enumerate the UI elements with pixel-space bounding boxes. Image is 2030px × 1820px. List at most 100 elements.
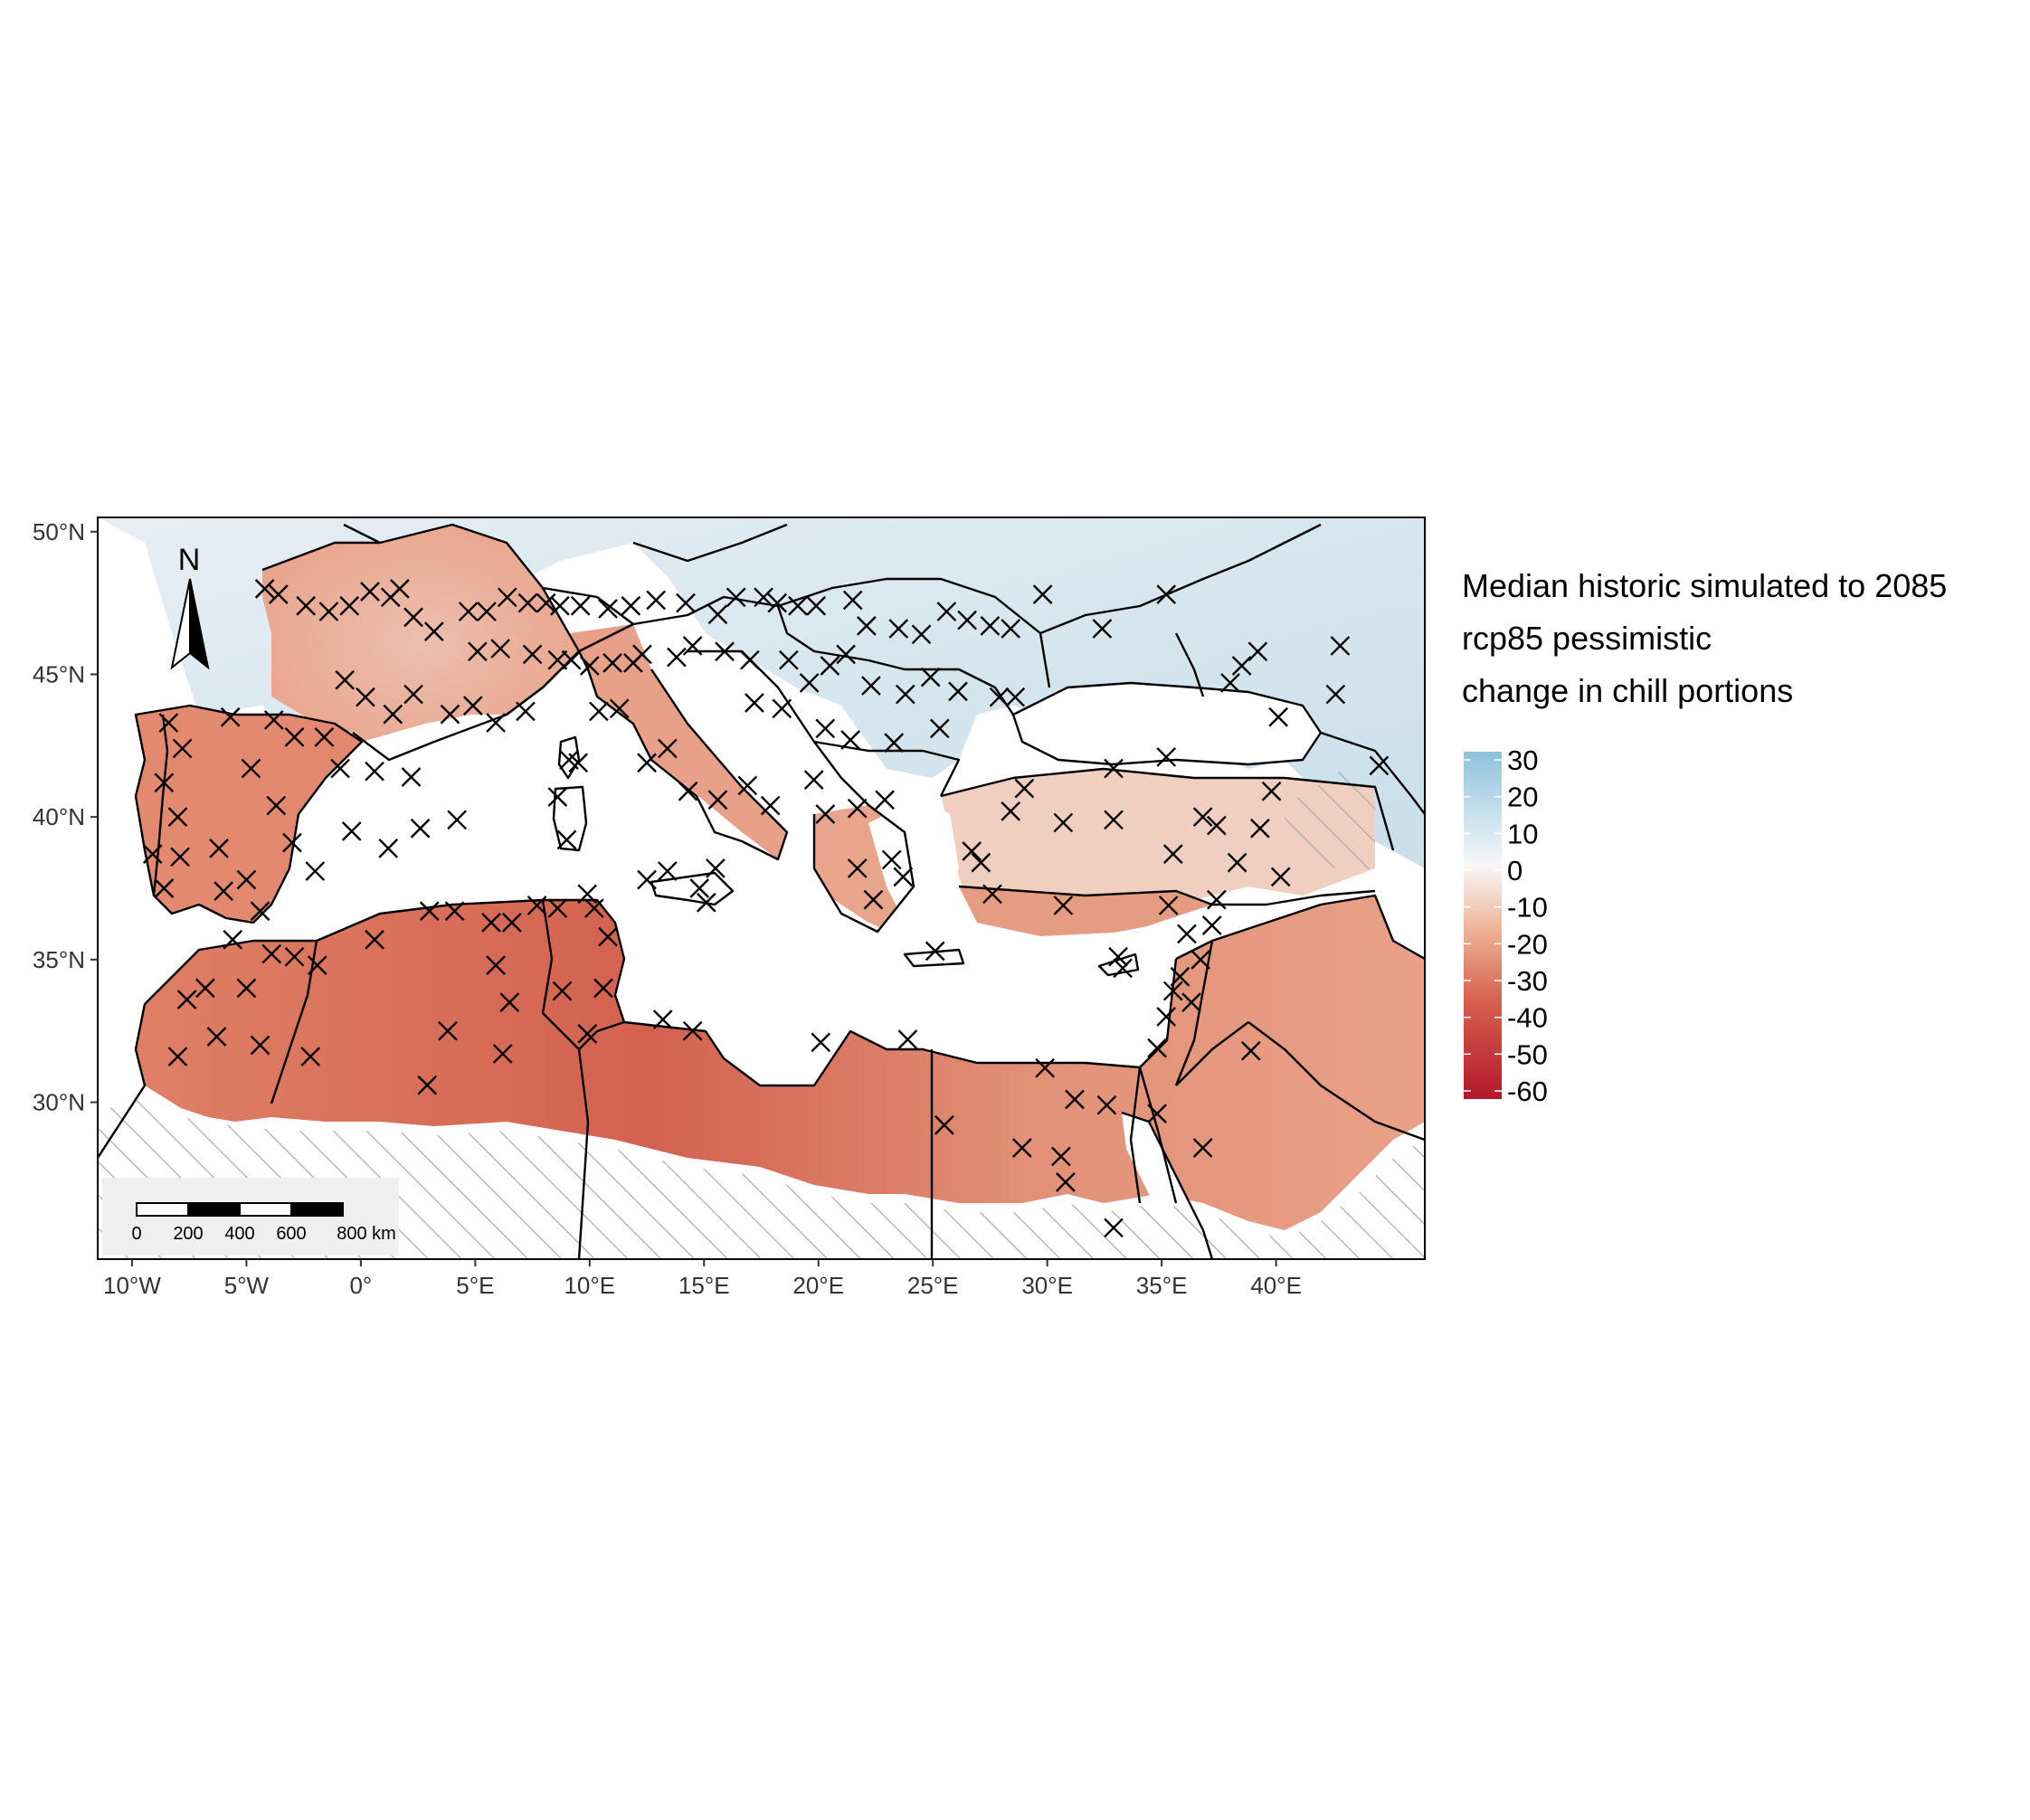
station-marker bbox=[284, 726, 305, 747]
scale-bar-segment bbox=[239, 1202, 292, 1217]
station-marker bbox=[971, 852, 991, 873]
x-tick-label: 35°E bbox=[1136, 1272, 1188, 1299]
station-marker bbox=[383, 704, 403, 725]
station-marker bbox=[803, 770, 824, 791]
station-marker bbox=[419, 901, 440, 922]
station-marker bbox=[856, 615, 877, 636]
station-marker bbox=[330, 758, 350, 779]
station-marker bbox=[254, 578, 275, 599]
station-marker bbox=[847, 798, 868, 819]
station-marker bbox=[929, 718, 950, 739]
legend-title-line-2: rcp85 pessimistic bbox=[1462, 620, 1712, 657]
france-region bbox=[262, 525, 579, 760]
turkey-south-region bbox=[959, 886, 1212, 936]
x-tick-label: 10°W bbox=[103, 1272, 161, 1299]
station-marker bbox=[1190, 950, 1210, 970]
station-marker bbox=[707, 790, 728, 810]
station-marker bbox=[300, 1047, 321, 1066]
legend-ticks: 30 20 10 0 -10 -20 -30 -40 -50 -60 bbox=[1464, 744, 1548, 1107]
station-marker bbox=[1001, 619, 1021, 639]
station-marker bbox=[206, 1027, 227, 1047]
station-marker bbox=[657, 861, 678, 881]
station-marker bbox=[637, 869, 657, 890]
station-marker bbox=[492, 1044, 513, 1064]
station-marker bbox=[982, 884, 1002, 905]
station-marker bbox=[468, 641, 488, 662]
scale-label-600: 600 bbox=[276, 1224, 306, 1244]
station-marker bbox=[893, 867, 914, 887]
station-marker bbox=[577, 1024, 598, 1044]
station-marker bbox=[423, 621, 444, 642]
legend-tick-label: -40 bbox=[1507, 1002, 1548, 1034]
legend-tick-label: 10 bbox=[1507, 818, 1538, 849]
legend-tick-label: -30 bbox=[1507, 965, 1548, 997]
station-marker bbox=[1053, 812, 1074, 833]
station-marker bbox=[341, 821, 362, 841]
legend: Median historic simulated to 2085 rcp85 … bbox=[1462, 567, 1947, 1107]
station-marker bbox=[936, 602, 957, 621]
station-marker bbox=[881, 849, 902, 870]
station-marker bbox=[1227, 852, 1247, 873]
station-marker bbox=[1156, 1007, 1177, 1027]
station-marker bbox=[390, 578, 410, 599]
scale-label-0: 0 bbox=[131, 1224, 141, 1244]
station-marker bbox=[499, 992, 520, 1012]
station-marker bbox=[284, 946, 305, 967]
station-marker bbox=[1104, 758, 1124, 779]
station-marker bbox=[403, 684, 423, 705]
scale-bar-segment bbox=[187, 1202, 241, 1217]
station-marker bbox=[458, 602, 479, 621]
station-marker bbox=[737, 775, 758, 796]
station-marker bbox=[1201, 915, 1222, 935]
station-marker bbox=[268, 584, 289, 605]
station-marker bbox=[1162, 981, 1183, 1001]
station-marker bbox=[842, 590, 863, 611]
station-marker bbox=[550, 595, 570, 616]
station-marker bbox=[447, 810, 467, 830]
station-marker bbox=[378, 838, 399, 858]
station-marker bbox=[561, 649, 582, 670]
station-marker bbox=[1261, 781, 1282, 801]
station-marker bbox=[1147, 1104, 1167, 1123]
station-marker bbox=[593, 978, 613, 999]
station-marker bbox=[682, 636, 703, 656]
station-marker bbox=[547, 898, 568, 918]
x-tick-label: 15°E bbox=[678, 1272, 730, 1299]
station-marker bbox=[584, 898, 604, 918]
station-marker bbox=[840, 730, 860, 750]
y-tick-label: 45°N bbox=[33, 660, 85, 687]
station-marker bbox=[403, 607, 423, 628]
legend-tick-label: 0 bbox=[1507, 855, 1522, 886]
station-marker bbox=[250, 1035, 270, 1056]
station-marker bbox=[920, 667, 941, 687]
station-marker bbox=[707, 604, 728, 625]
station-marker bbox=[667, 647, 687, 668]
station-marker bbox=[888, 619, 909, 639]
station-marker bbox=[570, 595, 591, 616]
station-marker bbox=[772, 698, 792, 719]
station-marker bbox=[1170, 966, 1190, 987]
north-africa-region bbox=[136, 896, 1425, 1230]
station-marker bbox=[1240, 1040, 1261, 1061]
station-marker bbox=[589, 701, 609, 722]
iberia-region bbox=[136, 706, 362, 923]
station-marker bbox=[1177, 924, 1197, 944]
station-marker bbox=[526, 896, 547, 915]
station-marker bbox=[365, 761, 384, 782]
scale-label-200: 200 bbox=[173, 1224, 203, 1244]
station-marker bbox=[815, 804, 836, 824]
station-marker bbox=[1108, 946, 1128, 967]
station-marker bbox=[241, 758, 261, 779]
station-marker bbox=[1231, 656, 1252, 676]
station-marker bbox=[266, 795, 287, 816]
station-marker bbox=[1053, 896, 1074, 915]
mediterranean-sea bbox=[271, 706, 1176, 1085]
station-marker bbox=[1250, 818, 1270, 839]
station-marker bbox=[1206, 815, 1227, 836]
station-marker bbox=[1032, 584, 1053, 605]
legend-tick-label: -60 bbox=[1507, 1076, 1548, 1107]
station-marker bbox=[314, 726, 335, 747]
station-marker bbox=[609, 698, 630, 719]
country-borders bbox=[98, 523, 1425, 1259]
